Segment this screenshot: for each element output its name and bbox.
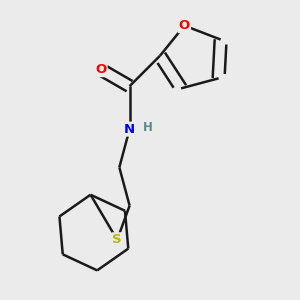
Text: S: S	[112, 233, 122, 246]
Text: O: O	[179, 19, 190, 32]
Text: N: N	[124, 123, 135, 136]
Text: O: O	[95, 63, 106, 76]
Text: H: H	[143, 121, 153, 134]
